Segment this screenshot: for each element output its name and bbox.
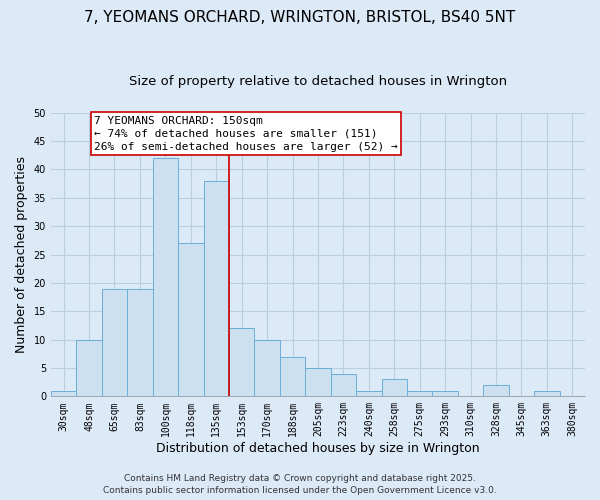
Bar — [51, 390, 76, 396]
Bar — [254, 340, 280, 396]
Bar — [152, 158, 178, 396]
Bar — [433, 390, 458, 396]
Text: Contains HM Land Registry data © Crown copyright and database right 2025.
Contai: Contains HM Land Registry data © Crown c… — [103, 474, 497, 495]
Bar — [305, 368, 331, 396]
Bar — [76, 340, 102, 396]
Text: 7 YEOMANS ORCHARD: 150sqm
← 74% of detached houses are smaller (151)
26% of semi: 7 YEOMANS ORCHARD: 150sqm ← 74% of detac… — [94, 116, 398, 152]
Bar — [102, 288, 127, 397]
Bar — [203, 181, 229, 396]
Bar — [534, 390, 560, 396]
Bar — [382, 380, 407, 396]
Text: 7, YEOMANS ORCHARD, WRINGTON, BRISTOL, BS40 5NT: 7, YEOMANS ORCHARD, WRINGTON, BRISTOL, B… — [85, 10, 515, 25]
Bar — [356, 390, 382, 396]
Y-axis label: Number of detached properties: Number of detached properties — [15, 156, 28, 353]
Bar — [178, 243, 203, 396]
Bar — [229, 328, 254, 396]
Bar — [407, 390, 433, 396]
Title: Size of property relative to detached houses in Wrington: Size of property relative to detached ho… — [129, 75, 507, 88]
X-axis label: Distribution of detached houses by size in Wrington: Distribution of detached houses by size … — [156, 442, 480, 455]
Bar — [483, 385, 509, 396]
Bar — [127, 288, 152, 397]
Bar — [280, 356, 305, 397]
Bar — [331, 374, 356, 396]
